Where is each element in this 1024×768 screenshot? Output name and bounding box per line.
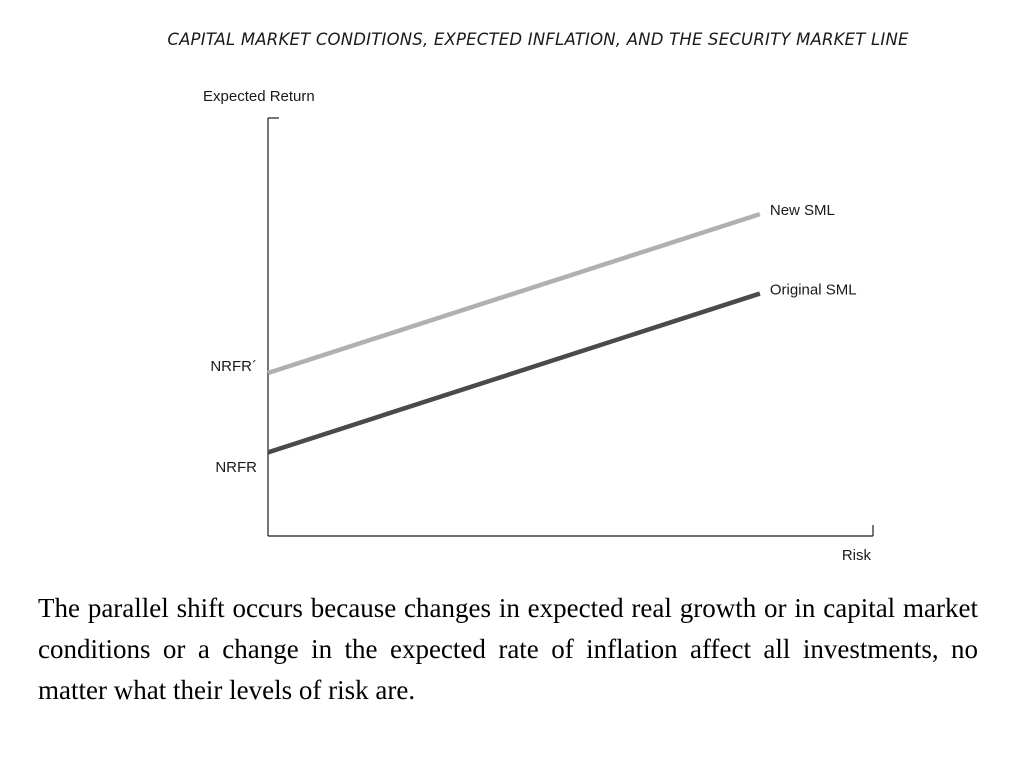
sml-chart: Expected Return Risk NRFR´ NRFR Original… <box>203 88 874 564</box>
y-tick-label-nrfr: NRFR <box>215 459 257 476</box>
caption-text: The parallel shift occurs because change… <box>38 593 978 705</box>
new-sml-label: New SML <box>770 202 835 219</box>
x-axis-label: Risk <box>842 547 872 564</box>
original-sml-label: Original SML <box>770 282 857 299</box>
y-axis-label: Expected Return <box>203 88 315 105</box>
series-layer: Original SML New SML <box>267 202 857 455</box>
chart-title: CAPITAL MARKET CONDITIONS, EXPECTED INFL… <box>167 30 909 49</box>
new-sml-line <box>267 211 761 376</box>
original-sml-line <box>267 291 761 455</box>
axes <box>267 117 874 537</box>
y-tick-label-nrfr-prime: NRFR´ <box>210 358 257 375</box>
